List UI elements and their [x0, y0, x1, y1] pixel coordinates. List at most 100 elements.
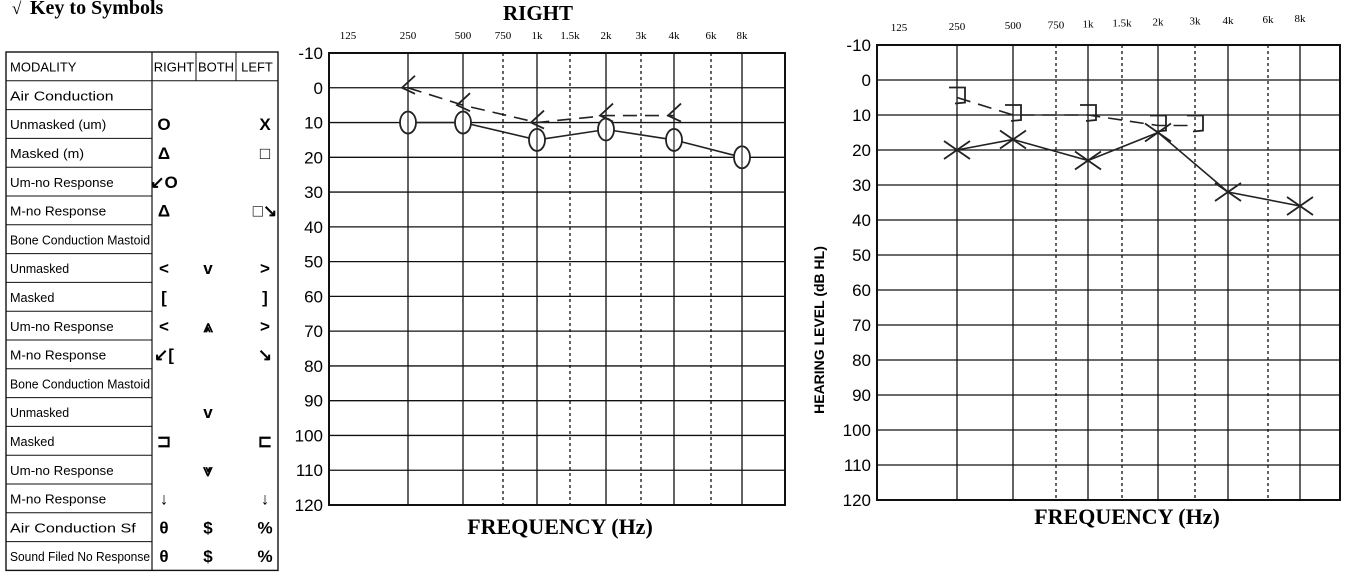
x-tick-label: 6k: [1263, 14, 1275, 26]
y-tick-label: 30: [852, 176, 871, 195]
key-row-label: Bone Conduction Mastoid: [10, 376, 150, 391]
key-symbol-left: ↓: [261, 490, 270, 509]
key-symbol-left: %: [257, 518, 272, 537]
key-symbol-left: □↘: [253, 202, 278, 221]
key-row-label: Masked (m): [10, 146, 84, 161]
left-ear-audiogram: -10 0 10 20 30 40 50 60 70 80 90 100 110 120 125 250 500…: [843, 13, 1341, 510]
y-tick-label: 20: [852, 141, 871, 160]
plot-frame: [876, 44, 1341, 501]
x-tick-label: 1k: [1083, 18, 1095, 30]
y-tick-label: 10: [304, 114, 323, 133]
data-point-bracket-left: [529, 109, 545, 130]
key-symbol-left: ↘: [258, 346, 272, 365]
x-tick-label: 125: [891, 22, 908, 34]
series-line: [408, 121, 743, 159]
data-point-x: [1214, 182, 1242, 202]
key-symbol-both: $: [203, 547, 213, 566]
key-symbol-right: Δ: [158, 144, 170, 163]
key-row-label: Um-no Response: [10, 463, 114, 478]
data-point-x: [1074, 150, 1102, 171]
x-tick-label: 4k: [1223, 15, 1235, 27]
x-tick-label: 1.5k: [560, 30, 580, 42]
key-symbol-left: %: [257, 547, 272, 566]
data-point-bracket-right: [1005, 104, 1022, 122]
y-tick-label: 100: [843, 421, 871, 440]
key-symbol-right: Δ: [158, 202, 170, 221]
data-point-bracket-left: [666, 102, 682, 123]
left-chart-x-label: FREQUENCY (Hz): [1034, 504, 1220, 529]
key-row-label: Unmasked: [10, 261, 69, 276]
y-tick-label: 20: [304, 148, 323, 167]
key-symbol-right: [: [161, 288, 167, 307]
y-tick-label: 30: [304, 183, 323, 202]
y-tick-label: -10: [298, 44, 323, 63]
key-symbol-right: <: [159, 317, 169, 336]
y-tick-label: 50: [304, 253, 323, 272]
key-table: MODALITY RIGHT BOTH LEFT Air Conduction Unmas…: [5, 51, 279, 572]
y-tick-label: 100: [295, 426, 323, 445]
data-point-bracket-right: [1080, 104, 1097, 122]
y-tick-label: 90: [304, 392, 323, 411]
key-row-label: M-no Response: [10, 204, 106, 219]
x-tick-label: 750: [1048, 19, 1065, 31]
key-symbol-both: ⩔: [202, 461, 213, 480]
y-tick-label: -10: [846, 36, 871, 55]
y-tick-label: 0: [314, 79, 323, 98]
series-line: [956, 131, 1301, 207]
key-symbol-right: <: [159, 259, 169, 278]
x-tick-label: 4k: [669, 30, 681, 42]
key-symbol-left: X: [259, 115, 271, 134]
right-chart-title: RIGHT: [503, 1, 573, 25]
key-row-label: M-no Response: [10, 492, 106, 507]
x-tick-label: 250: [400, 30, 417, 42]
x-tick-label: 2k: [601, 30, 613, 42]
y-tick-label: 120: [295, 496, 323, 515]
key-row-label: Unmasked (um): [10, 117, 106, 132]
series-line: [956, 96, 1195, 127]
key-symbol-both: v: [203, 403, 213, 422]
data-point-bracket-left: [455, 92, 471, 112]
plot-frame: [328, 52, 786, 506]
key-symbol-both: ⩓: [202, 317, 213, 336]
x-tick-label: 750: [495, 30, 512, 42]
y-tick-label: 60: [852, 281, 871, 300]
data-point-x: [943, 140, 971, 160]
key-symbol-both: $: [203, 518, 213, 537]
key-row-label: Sound Filed No Response: [10, 549, 150, 564]
key-header-cell: MODALITY: [10, 60, 77, 75]
x-tick-label: 8k: [737, 30, 749, 42]
x-tick-label: 1.5k: [1112, 18, 1132, 30]
key-symbol-left: >: [260, 259, 270, 278]
data-point-x: [1286, 196, 1314, 216]
y-tick-label: 60: [304, 287, 323, 306]
y-tick-label: 0: [862, 71, 871, 90]
series-line: [407, 87, 674, 124]
key-symbol-right: ↙O: [150, 173, 177, 192]
key-row-label: Masked: [10, 290, 54, 305]
x-tick-label: 250: [949, 21, 966, 33]
key-symbol-left: □: [260, 144, 270, 163]
x-tick-label: 500: [1005, 20, 1022, 32]
key-symbol-right: θ: [159, 518, 168, 537]
key-symbol-both: v: [203, 259, 213, 278]
data-point-bracket-right: [949, 86, 966, 105]
x-tick-label: 2k: [1153, 17, 1165, 29]
key-row-label: Masked: [10, 434, 54, 449]
x-tick-label: 6k: [706, 30, 718, 42]
right-chart-x-label: FREQUENCY (Hz): [467, 514, 653, 539]
key-symbol-right: ↙[: [154, 346, 174, 365]
y-tick-label: 110: [844, 456, 871, 475]
key-row-label: Um-no Response: [10, 175, 114, 190]
y-tick-label: 120: [843, 491, 871, 510]
y-tick-label: 80: [852, 351, 871, 370]
x-tick-label: 125: [340, 30, 357, 42]
data-point-bracket-left: [598, 102, 614, 123]
x-tick-label: 500: [455, 30, 472, 42]
key-symbol-right: ↓: [160, 490, 169, 509]
x-tick-label: 3k: [1190, 16, 1202, 28]
key-symbol-right: ⊐: [157, 432, 171, 451]
y-tick-label: 90: [852, 386, 871, 405]
key-symbol-left: ]: [262, 288, 268, 307]
y-tick-label: 110: [296, 461, 323, 480]
